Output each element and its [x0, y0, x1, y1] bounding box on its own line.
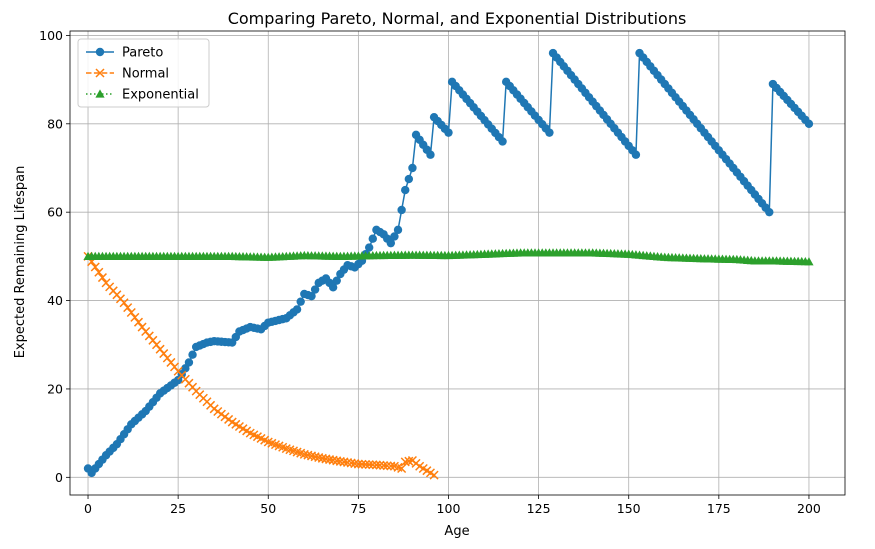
data-point — [401, 185, 410, 195]
data-point — [631, 150, 641, 159]
axes-frame — [69, 30, 846, 496]
x-tick-label: 200 — [797, 501, 821, 516]
data-point — [328, 455, 338, 465]
data-point — [292, 305, 302, 314]
legend-marker — [95, 47, 105, 57]
x-tick-label: 100 — [437, 501, 461, 516]
x-tick-label: 25 — [170, 501, 186, 516]
data-point — [429, 470, 439, 480]
data-point — [343, 457, 353, 468]
data-point — [379, 460, 389, 471]
data-point — [368, 234, 377, 243]
legend-label-normal: Normal — [122, 67, 169, 82]
data-point — [386, 238, 396, 248]
data-point — [386, 461, 396, 471]
data-point — [382, 461, 392, 471]
y-tick-label: 100 — [39, 28, 63, 43]
data-point — [397, 205, 406, 215]
y-axis-label: Expected Remaining Lifespan — [13, 166, 28, 359]
data-point — [390, 232, 399, 241]
data-point — [353, 459, 363, 469]
data-point — [350, 459, 360, 469]
data-point — [325, 455, 335, 465]
data-point — [426, 150, 435, 159]
y-tick-label: 40 — [47, 293, 63, 308]
data-point — [339, 457, 349, 467]
data-point — [188, 350, 197, 359]
data-point — [371, 460, 381, 470]
data-point — [94, 267, 104, 277]
data-point — [404, 456, 414, 466]
legend-marker — [95, 89, 105, 98]
data-point — [126, 307, 136, 318]
y-tick-label: 60 — [47, 205, 63, 220]
data-point — [364, 460, 374, 470]
data-point — [804, 257, 814, 266]
data-point — [317, 453, 327, 463]
y-tick-label: 80 — [47, 116, 63, 131]
plot-area: 0 25 50 75 100 125 150 175 200 0 20 40 60 80 100 — [39, 28, 846, 516]
y-tick-label: 20 — [47, 381, 63, 396]
data-point — [346, 458, 356, 468]
x-axis-label: Age — [444, 524, 469, 539]
data-point — [361, 459, 371, 469]
data-point — [332, 456, 342, 466]
data-point — [404, 174, 414, 184]
legend: Pareto Normal Exponential — [77, 38, 210, 108]
x-tick-label: 125 — [527, 501, 551, 516]
x-tick-label: 150 — [617, 501, 641, 516]
data-point — [310, 285, 320, 294]
legend-label-pareto: Pareto — [122, 46, 163, 61]
data-point — [119, 298, 129, 308]
data-point — [357, 459, 367, 469]
data-point — [90, 262, 100, 272]
legend-box — [77, 38, 210, 108]
series-exponential — [83, 248, 814, 266]
series-normal — [83, 251, 439, 480]
data-point — [368, 460, 378, 470]
x-tick-label: 175 — [707, 501, 731, 516]
x-tick-label: 0 — [84, 501, 92, 516]
data-point — [321, 454, 331, 464]
data-point — [408, 163, 417, 173]
data-point — [393, 225, 403, 235]
data-point — [296, 297, 305, 306]
data-point — [184, 358, 194, 367]
data-point — [328, 283, 338, 292]
data-point — [364, 243, 374, 252]
data-point — [804, 119, 814, 128]
data-point — [123, 303, 133, 313]
data-point — [498, 137, 507, 146]
x-tick-label: 50 — [260, 501, 276, 516]
x-tick-label: 75 — [350, 501, 366, 516]
legend-label-exponential: Exponential — [122, 88, 199, 103]
data-point — [444, 128, 453, 137]
data-point — [332, 276, 341, 285]
data-point — [375, 460, 385, 470]
y-tick-label: 0 — [55, 470, 63, 485]
data-point — [545, 128, 554, 137]
data-point — [97, 273, 107, 283]
data-point — [400, 457, 410, 467]
data-point — [397, 463, 407, 474]
data-point — [133, 317, 144, 327]
data-point — [130, 312, 140, 322]
data-point — [765, 207, 774, 217]
data-point — [307, 291, 316, 301]
chart-title: Comparing Pareto, Normal, and Exponentia… — [228, 9, 687, 28]
legend-marker — [95, 68, 105, 78]
data-point — [335, 456, 345, 466]
